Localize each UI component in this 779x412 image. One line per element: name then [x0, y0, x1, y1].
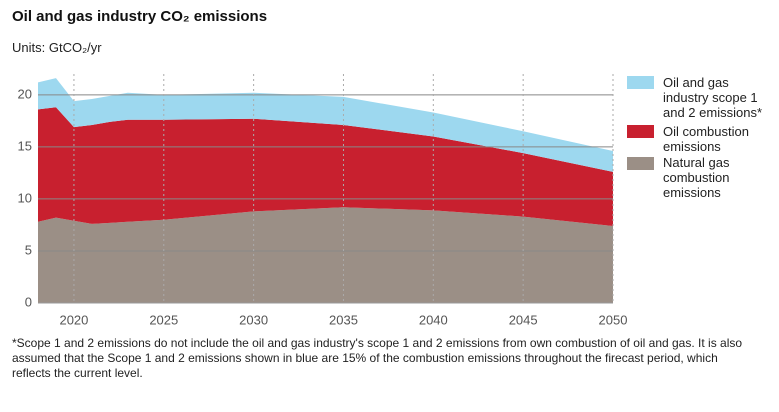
x-tick-label: 2040 [419, 312, 448, 327]
legend-label: Oil combustion emissions [663, 124, 749, 154]
area [38, 207, 613, 303]
area [38, 107, 613, 226]
x-tick-label: 2035 [329, 312, 358, 327]
y-tick-label: 20 [18, 86, 32, 101]
legend-swatch [627, 125, 654, 138]
x-tick-label: 2050 [599, 312, 628, 327]
x-tick-label: 2045 [509, 312, 538, 327]
y-tick-label: 15 [18, 138, 32, 153]
area [38, 78, 613, 172]
footnote: *Scope 1 and 2 emissions do not include … [12, 336, 743, 380]
legend-swatch [627, 157, 654, 170]
units: Units: GtCO₂/yr [12, 40, 102, 55]
y-tick-label: 5 [25, 242, 32, 257]
x-tick-label: 2030 [239, 312, 268, 327]
chart-title: Oil and gas industry CO₂ emissions [12, 8, 268, 25]
legend-label: Oil and gas industry scope 1 and 2 emiss… [663, 75, 762, 120]
x-tick-label: 2020 [59, 312, 88, 327]
y-tick-label: 10 [18, 190, 32, 205]
x-tick-label: 2025 [149, 312, 178, 327]
legend-swatch [627, 76, 654, 89]
legend-label: Natural gas combustion emissions [663, 155, 730, 200]
y-tick-label: 0 [25, 294, 32, 309]
